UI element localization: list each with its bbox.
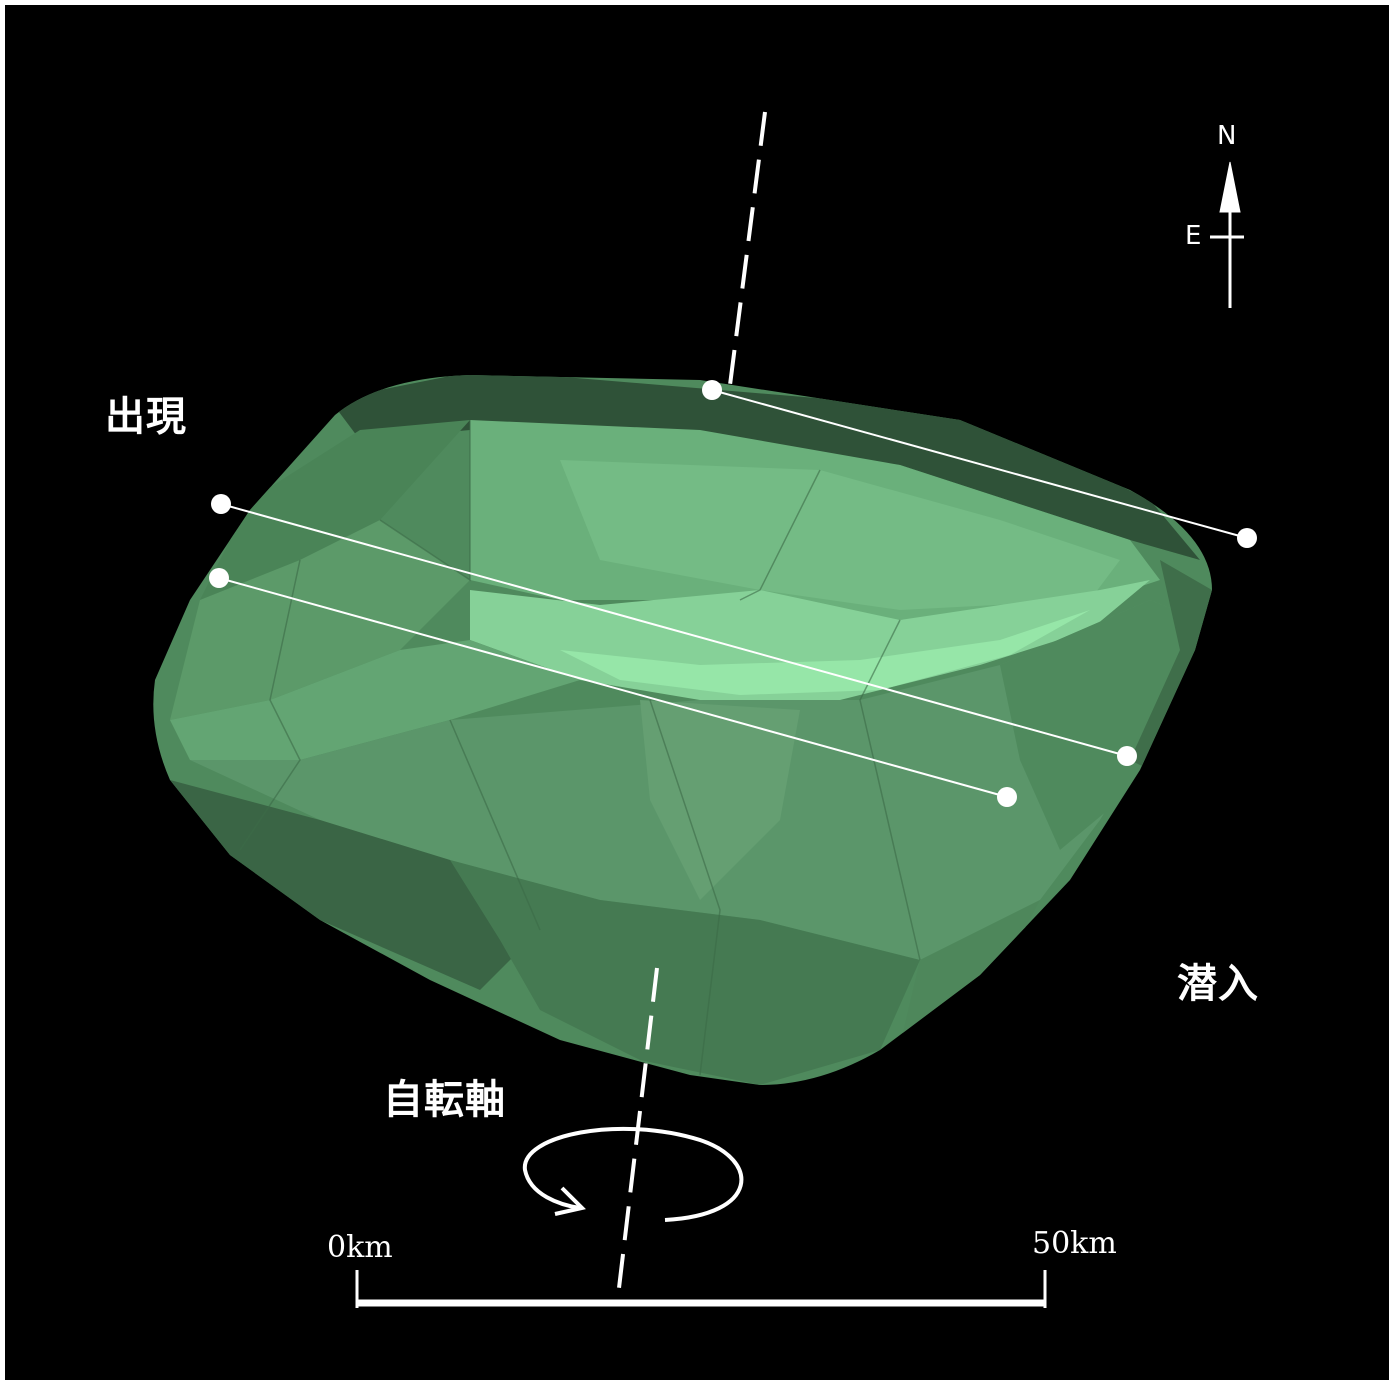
rotation-axis-upper bbox=[728, 111, 767, 386]
occultation-chords bbox=[209, 380, 1257, 807]
compass-north-arrow bbox=[1219, 161, 1241, 213]
chord-2-end-point bbox=[1117, 746, 1137, 766]
chord-3-end-point bbox=[997, 787, 1017, 807]
rotation-arrow bbox=[522, 1126, 744, 1222]
facet-brightest bbox=[560, 610, 1090, 695]
facet-bottom-dark bbox=[450, 860, 920, 1085]
compass-east-label: E bbox=[1185, 221, 1202, 251]
chord-1-line bbox=[711, 389, 1248, 539]
facet-left-mid bbox=[170, 640, 580, 760]
facet-edges bbox=[239, 420, 921, 1076]
facet-lower-right bbox=[1000, 600, 1200, 850]
facet-top-rim bbox=[330, 375, 1200, 560]
rotation-axis-label: 自転軸 bbox=[383, 1077, 506, 1123]
appearance-label: 出現 bbox=[105, 394, 187, 440]
facet-lower-center bbox=[640, 700, 800, 900]
facet-bottom-right bbox=[900, 900, 1040, 1045]
facet-upper-face-2 bbox=[560, 460, 1120, 610]
chord-3-start-point bbox=[209, 568, 229, 588]
chord-2-start-point bbox=[211, 494, 231, 514]
facet-upper-left bbox=[200, 420, 470, 600]
facet-left-band bbox=[170, 520, 470, 720]
scale-start-label: 0km bbox=[327, 1230, 393, 1265]
chord-2-line bbox=[220, 503, 1128, 757]
chord-3-line bbox=[218, 577, 1008, 798]
facet-bottom-left-dark bbox=[170, 780, 540, 990]
asteroid-shape bbox=[153, 375, 1213, 1085]
scale-end-label: 50km bbox=[1032, 1226, 1117, 1261]
occultation-diagram bbox=[153, 111, 1257, 1308]
compass-north-label: N bbox=[1217, 121, 1237, 151]
facet-right-edge bbox=[1130, 560, 1212, 770]
compass bbox=[1210, 161, 1244, 308]
disappearance-label: 潜入 bbox=[1177, 961, 1259, 1007]
chord-1-end-point bbox=[1237, 528, 1257, 548]
chord-1-start-point bbox=[702, 380, 722, 400]
scale-bar bbox=[355, 1270, 1047, 1308]
figure-frame: 出現 潜入 自転軸 N E 0km 50km bbox=[5, 5, 1389, 1380]
